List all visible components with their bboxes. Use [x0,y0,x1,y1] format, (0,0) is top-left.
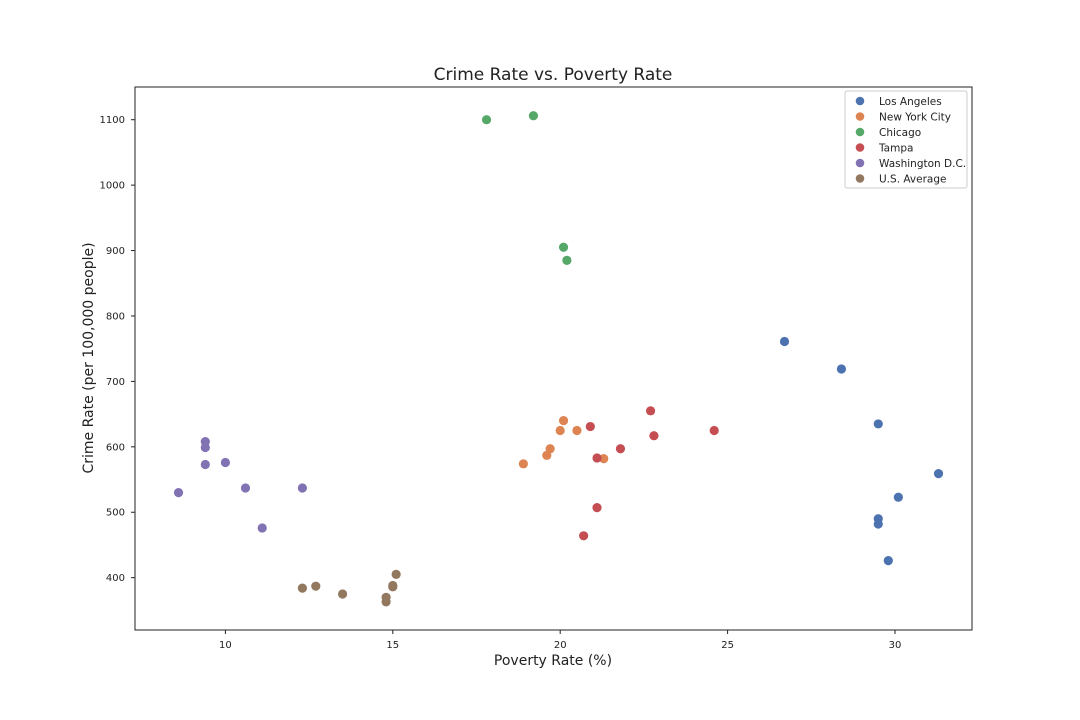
y-tick-label: 900 [106,246,125,257]
series-washington-d-c [173,436,307,533]
data-point [173,488,184,498]
x-tick-label: 30 [889,640,902,651]
y-axis-title: Crime Rate (per 100,000 people) [81,242,97,473]
series-chicago [481,111,572,265]
x-axis: 10 15 20 25 30 [219,630,901,651]
data-point [933,469,944,479]
data-point [542,450,552,460]
y-axis: 400 500 600 700 800 900 1000 1100 [100,115,135,584]
data-point [518,459,528,469]
data-point [200,442,210,453]
data-point [337,589,348,599]
data-points [173,111,944,607]
series-los-angeles [779,336,944,566]
legend-label: Chicago [879,127,921,139]
x-tick-label: 15 [386,640,399,651]
legend-label: Los Angeles [879,96,942,108]
y-tick-label: 1000 [100,181,125,192]
data-point [592,453,602,463]
data-point [649,431,659,441]
chart-title: Crime Rate vs. Poverty Rate [434,65,673,85]
data-point [388,582,398,592]
data-point [883,556,893,566]
x-tick-label: 10 [219,640,232,651]
data-point [240,483,251,493]
data-point [893,492,903,502]
data-point [645,406,656,416]
data-point [481,115,492,125]
data-point [585,421,595,432]
legend-marker [855,112,865,121]
data-point [257,523,267,533]
data-point [297,583,307,593]
legend-marker [855,158,865,168]
series-new-york-city [518,416,609,469]
y-tick-label: 1100 [100,115,125,126]
data-point [562,255,572,265]
legend: Los Angeles New York City Chicago Tampa Wash… [844,90,968,189]
y-tick-label: 700 [106,377,125,388]
data-point [391,569,401,579]
y-tick-label: 800 [106,311,125,322]
data-point [779,336,790,347]
data-point [381,597,391,607]
data-point [558,242,569,252]
data-point [873,419,883,429]
data-point [558,416,569,426]
x-tick-label: 20 [554,640,567,651]
plot-area [134,86,973,631]
legend-marker [855,143,865,152]
legend-marker [855,174,865,183]
y-tick-label: 600 [106,442,125,453]
data-point [297,483,307,493]
data-point [572,425,582,436]
legend-marker [855,96,865,106]
data-point [579,531,589,541]
data-point [836,364,847,374]
data-point [200,459,210,470]
legend-box [844,90,968,189]
data-point [873,519,883,529]
data-point [709,425,719,436]
legend-marker [855,127,865,137]
x-axis-title: Poverty Rate (%) [494,653,612,669]
data-point [555,425,565,436]
y-tick-label: 500 [106,508,125,519]
data-point [599,453,609,464]
data-point [220,457,230,468]
data-point [528,111,539,121]
legend-label: Tampa [878,142,913,154]
legend-label: Washington D.C. [879,158,966,170]
series-u-s-average [297,569,401,607]
legend-label: U.S. Average [879,173,946,185]
legend-label: New York City [879,111,951,123]
y-tick-label: 400 [106,573,125,584]
data-point [615,444,626,454]
x-tick-label: 25 [721,640,734,651]
series-tampa [579,406,719,541]
data-point [311,581,321,591]
data-point [592,503,602,513]
